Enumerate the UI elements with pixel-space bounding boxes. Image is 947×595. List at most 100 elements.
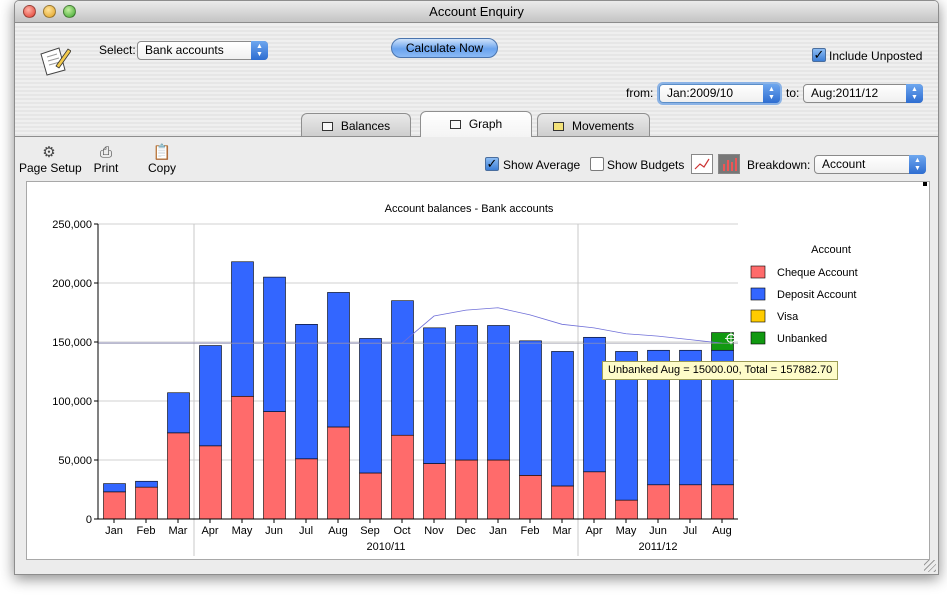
x-tick-label: May <box>232 525 253 537</box>
tab-balances[interactable]: Balances <box>301 113 411 137</box>
show-budgets-label: Show Budgets <box>607 158 685 172</box>
tab-movements[interactable]: Movements <box>537 113 650 137</box>
bar-cheque-account <box>519 475 542 520</box>
movements-icon <box>552 122 564 131</box>
x-tick-label: Apr <box>585 525 602 537</box>
bar-cheque-account <box>487 459 510 520</box>
printer-icon: ⎙ <box>99 144 112 161</box>
bar-cheque-account <box>391 434 414 520</box>
enquiry-pencil-icon <box>40 47 71 76</box>
tab-graph[interactable]: Graph <box>420 111 532 137</box>
page-setup-button[interactable]: ⚙ Page Setup <box>19 144 82 176</box>
graph-icon <box>449 120 461 129</box>
bar-cheque-account <box>263 411 286 520</box>
legend-label: Cheque Account <box>777 267 858 279</box>
bar-deposit-account <box>167 392 190 434</box>
popup-arrows-icon: ▲ ▼ <box>763 84 780 103</box>
bar-cheque-account <box>359 472 382 520</box>
calculate-now-button[interactable]: Calculate Now <box>391 38 498 58</box>
x-tick-label: Jul <box>683 525 697 537</box>
selection-handle[interactable] <box>923 182 927 186</box>
bar-cheque-account <box>135 486 158 520</box>
x-tick-label: Sep <box>360 525 380 537</box>
bar-cheque-account <box>103 491 126 520</box>
bar-deposit-account <box>263 276 286 412</box>
bar-deposit-account <box>327 292 350 428</box>
popup-arrows-icon: ▲ ▼ <box>906 84 923 103</box>
bar-deposit-account <box>647 349 670 486</box>
to-value: Aug:2011/12 <box>811 86 879 100</box>
print-label: Print <box>93 161 119 175</box>
bar-cheque-account <box>199 445 222 520</box>
from-period-popup[interactable]: Jan:2009/10 ▲ ▼ <box>659 84 780 103</box>
close-button[interactable] <box>23 5 36 18</box>
show-average-label: Show Average <box>503 158 581 172</box>
tab-movements-label: Movements <box>571 119 635 133</box>
copy-icon: 📋 <box>152 144 172 161</box>
resize-grip[interactable] <box>924 560 936 572</box>
show-average-checkbox[interactable]: ✓ <box>485 156 499 171</box>
y-tick-label: 250,000 <box>52 219 92 231</box>
legend-label: Visa <box>777 311 799 323</box>
account-enquiry-window: Account Enquiry Select: Bank accounts ▲ ▼… <box>14 0 939 575</box>
page-setup-label: Page Setup <box>19 161 82 175</box>
breakdown-value: Account <box>822 157 866 171</box>
bar-deposit-account <box>391 300 414 436</box>
bar-cheque-account <box>327 426 350 520</box>
x-tick-label: Apr <box>201 525 218 537</box>
bar-deposit-account <box>231 261 254 397</box>
select-popup[interactable]: Bank accounts ▲ ▼ <box>137 41 268 60</box>
bar-deposit-account <box>583 336 606 473</box>
bar-cheque-account <box>231 395 254 520</box>
show-budgets-checkbox[interactable] <box>590 157 604 171</box>
print-button[interactable]: ⎙ Print <box>90 144 122 176</box>
x-tick-label: Jul <box>299 525 313 537</box>
x-tick-label: Jan <box>105 525 123 537</box>
bar-deposit-account <box>487 325 510 461</box>
bar-deposit-account <box>423 327 446 464</box>
bar-unbanked <box>711 332 734 351</box>
x-tick-label: Nov <box>424 525 444 537</box>
bar-cheque-account <box>583 471 606 520</box>
to-label: to: <box>786 86 800 100</box>
group-label: 2011/12 <box>639 541 678 553</box>
tab-graph-label: Graph <box>468 117 503 131</box>
bar-cheque-account <box>679 484 702 520</box>
bar-cheque-account <box>455 459 478 520</box>
bar-cheque-account <box>647 484 670 520</box>
chart-title: Account balances - Bank accounts <box>385 203 554 215</box>
to-period-popup[interactable]: Aug:2011/12 ▲ ▼ <box>803 84 923 103</box>
x-tick-label: Oct <box>393 525 410 537</box>
bar-cheque-account <box>711 484 734 520</box>
copy-button[interactable]: 📋 Copy <box>146 144 178 176</box>
bar-deposit-account <box>135 480 158 488</box>
bar-tooltip: Unbanked Aug = 15000.00, Total = 157882.… <box>602 361 839 380</box>
x-tick-label: Mar <box>169 525 188 537</box>
line-graph-button[interactable] <box>691 154 713 174</box>
bar-deposit-account <box>551 351 574 487</box>
legend-label: Deposit Account <box>777 289 857 301</box>
include-unposted-checkbox[interactable]: ✓ <box>812 47 826 62</box>
minimize-button[interactable] <box>43 5 56 18</box>
select-label: Select: <box>99 43 136 57</box>
bar-deposit-account <box>615 351 638 501</box>
x-tick-label: Feb <box>137 525 156 537</box>
graph-panel: Account balances - Bank accounts 0 50,000 1… <box>26 181 930 560</box>
tab-balances-label: Balances <box>340 119 391 133</box>
bar-deposit-account <box>199 345 222 447</box>
copy-label: Copy <box>147 161 176 175</box>
breakdown-label: Breakdown: <box>747 158 811 172</box>
x-tick-label: Feb <box>521 525 540 537</box>
bar-graph-button[interactable] <box>718 154 740 174</box>
zoom-button[interactable] <box>63 5 76 18</box>
line-graph-icon <box>694 158 710 170</box>
page-setup-icon: ⚙ <box>42 144 56 161</box>
legend-swatch <box>750 287 766 301</box>
legend-swatch <box>750 331 766 345</box>
bar-cheque-account <box>551 485 574 520</box>
legend-label: Unbanked <box>777 333 827 345</box>
x-tick-label: May <box>616 525 637 537</box>
bar-deposit-account <box>679 349 702 486</box>
breakdown-popup[interactable]: Account ▲ ▼ <box>814 155 926 174</box>
table-icon <box>321 122 333 131</box>
